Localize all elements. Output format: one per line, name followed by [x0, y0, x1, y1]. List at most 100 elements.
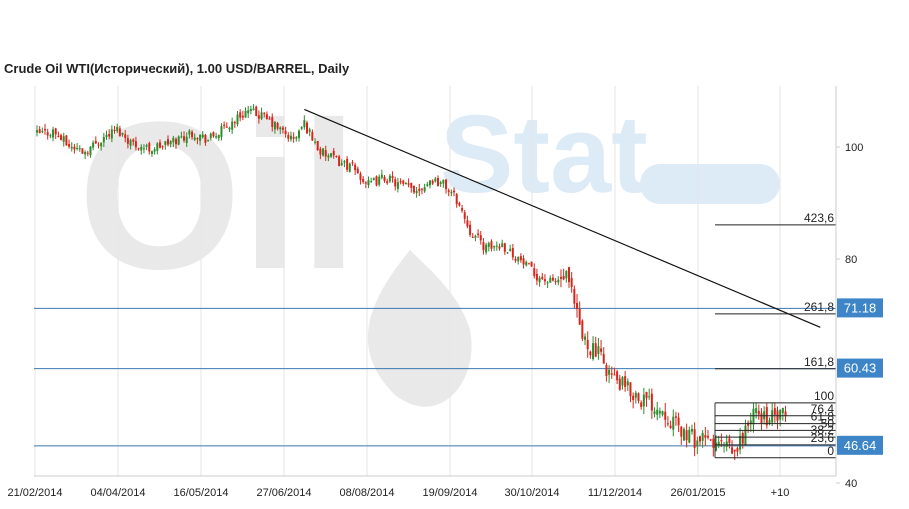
candle-body: [239, 112, 242, 118]
candle: [642, 387, 645, 415]
candle-body: [124, 134, 127, 138]
candle-body: [249, 109, 252, 111]
candle: [399, 178, 402, 185]
candle: [557, 276, 560, 286]
candle: [551, 274, 554, 282]
candle-body: [132, 139, 135, 142]
candle-body: [183, 136, 186, 141]
candle-body: [196, 138, 199, 140]
candle-body: [110, 129, 113, 139]
candle: [380, 169, 383, 180]
candle-body: [367, 180, 370, 186]
candle: [142, 144, 145, 154]
candle: [332, 148, 335, 159]
candle-body: [340, 163, 343, 165]
candle: [62, 132, 65, 147]
candle-body: [145, 145, 148, 147]
candle-body: [541, 276, 544, 279]
candle-body: [346, 158, 349, 170]
candle: [712, 434, 715, 457]
candle: [137, 147, 140, 151]
candle-body: [370, 181, 373, 183]
candle: [297, 129, 300, 142]
candle: [458, 201, 461, 207]
candle: [412, 185, 415, 195]
candle: [156, 142, 159, 155]
candle-body: [412, 185, 415, 193]
price-badge-box: [837, 358, 883, 378]
candle: [306, 120, 309, 135]
candle-body: [394, 179, 397, 187]
candle-body: [322, 148, 325, 156]
fib-level-label: 0: [827, 444, 834, 458]
fib-level-label: 76,4: [811, 402, 835, 416]
candle: [626, 378, 629, 392]
candle: [437, 175, 439, 187]
candle: [559, 269, 562, 288]
candle-body: [260, 112, 263, 119]
candle: [479, 230, 482, 245]
y-tick-label: 100: [845, 142, 863, 154]
fib-level-label: 61,8: [811, 410, 835, 424]
candle-body: [209, 133, 212, 138]
candle-body: [116, 126, 119, 132]
candle: [674, 411, 677, 426]
candle-body: [330, 153, 333, 157]
candle: [263, 111, 266, 118]
candle: [44, 123, 47, 135]
candle-body: [426, 184, 429, 186]
candle-body: [469, 224, 472, 235]
candle-body: [437, 178, 439, 187]
candle-body: [300, 127, 303, 129]
candle-body: [680, 426, 683, 437]
candle: [383, 175, 386, 183]
candle: [693, 422, 696, 457]
candle: [239, 109, 242, 122]
candle: [589, 350, 592, 359]
candle-body: [372, 178, 375, 181]
candle-body: [522, 258, 525, 265]
candle-body: [324, 150, 327, 157]
watermark: Oil Stat: [78, 78, 780, 407]
candle-body: [704, 435, 707, 438]
candle-body: [223, 124, 226, 127]
candle-body: [193, 137, 196, 140]
candle-body: [231, 121, 234, 130]
candle-body: [653, 411, 656, 414]
candle: [220, 123, 223, 141]
candle-body: [70, 146, 73, 149]
candle-body: [316, 140, 319, 151]
candle: [530, 261, 533, 268]
candle-body: [420, 188, 423, 190]
candle: [538, 275, 541, 287]
candle-body: [605, 365, 608, 376]
candle-body: [565, 271, 568, 279]
candle-body: [279, 127, 282, 130]
candle-body: [225, 126, 228, 128]
candle-body: [535, 273, 538, 281]
candle: [527, 262, 530, 265]
candle-body: [661, 411, 664, 415]
candle-body: [423, 187, 426, 192]
candle: [426, 181, 429, 187]
candle: [543, 274, 546, 286]
candle: [391, 171, 394, 183]
candle: [723, 442, 726, 453]
candle: [52, 126, 55, 142]
candle-body: [220, 126, 223, 137]
candle-body: [648, 396, 651, 398]
candle-body: [640, 402, 643, 407]
candle-body: [410, 183, 413, 188]
candle: [597, 337, 600, 360]
candle-body: [546, 282, 549, 284]
candle: [428, 179, 431, 189]
x-tick-label: 26/01/2015: [670, 487, 725, 499]
candle-body: [319, 148, 322, 155]
candle-body: [134, 141, 137, 148]
candle-body: [252, 108, 255, 110]
candle-body: [717, 441, 720, 445]
candle: [362, 176, 365, 184]
candle-body: [551, 277, 554, 281]
candle: [396, 177, 399, 193]
candle-body: [297, 130, 300, 139]
